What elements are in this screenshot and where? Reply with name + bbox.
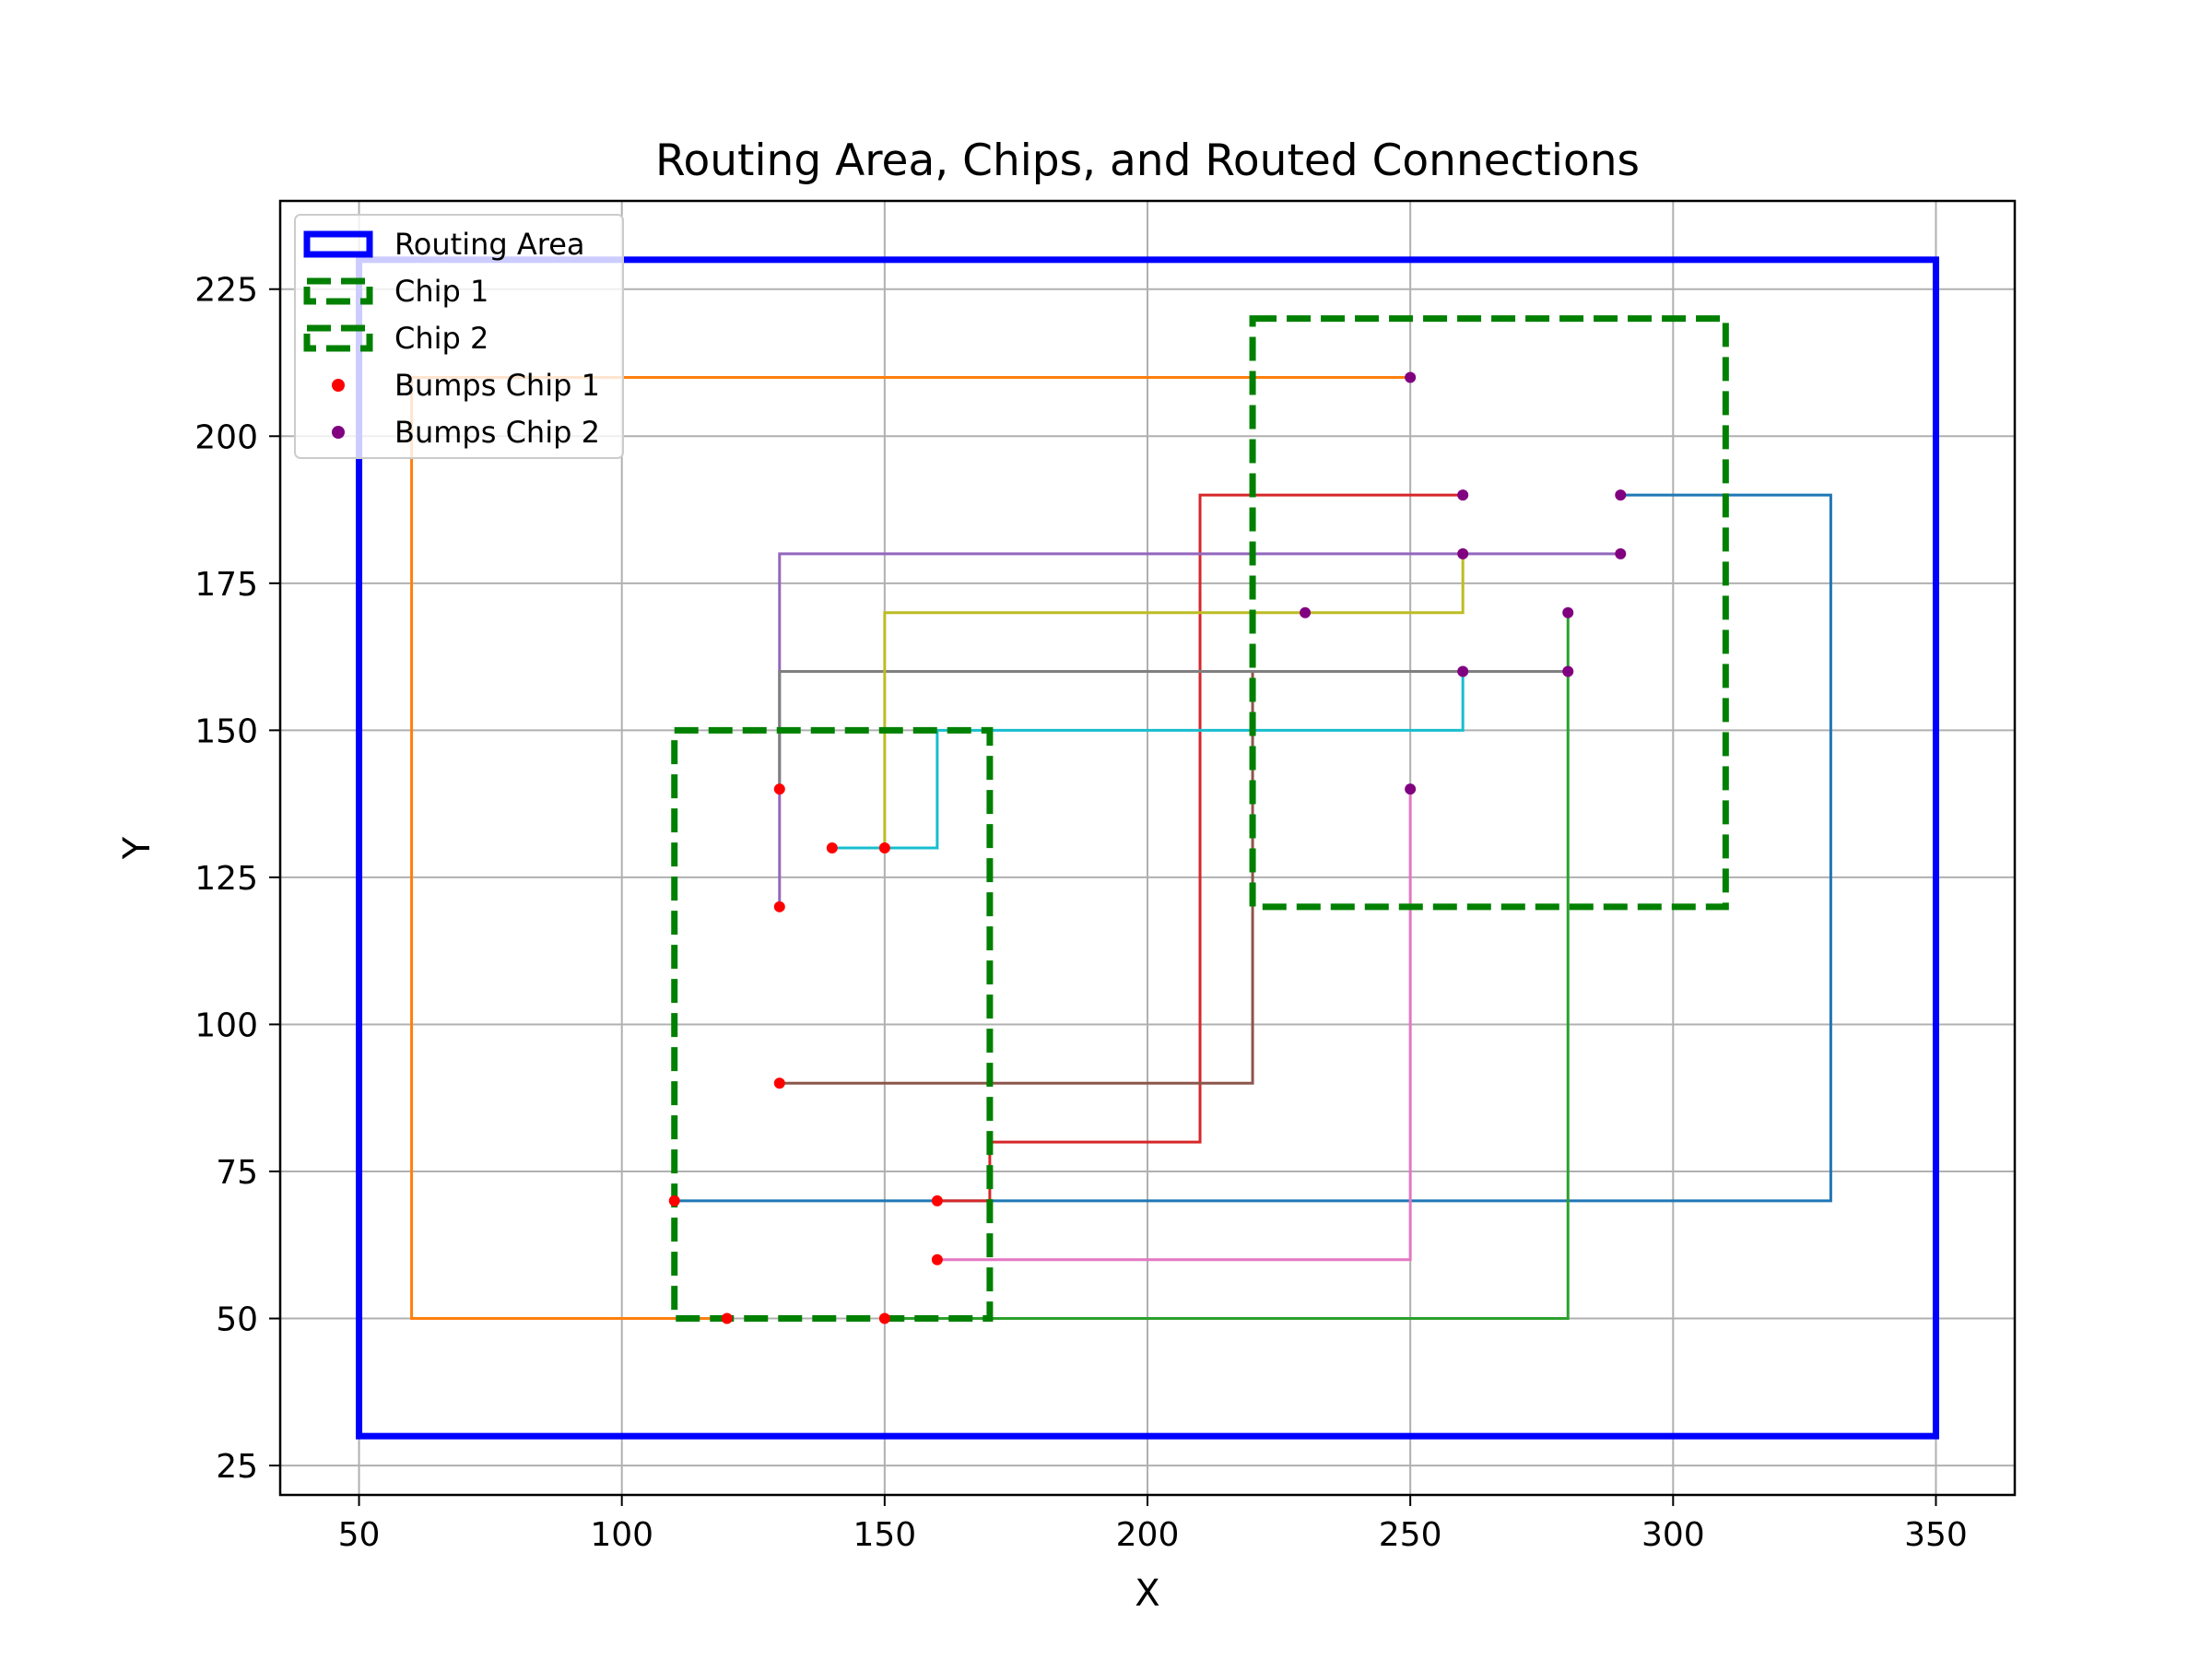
- x-tick-label: 350: [1904, 1516, 1968, 1554]
- y-tick-label: 100: [194, 1006, 258, 1044]
- x-axis-ticks: 50 100 150 200 250 300 350: [338, 1495, 1968, 1554]
- chip-1-rect: [671, 726, 994, 1323]
- bump-chip1-point: [721, 1312, 733, 1324]
- bump-chip2-point: [1562, 665, 1574, 677]
- y-tick-label: 125: [194, 860, 258, 898]
- bump-chip1-point: [668, 1194, 680, 1206]
- route-line-10: [831, 671, 1465, 850]
- y-tick-label: 50: [216, 1301, 258, 1339]
- x-tick-label: 50: [338, 1516, 381, 1554]
- bump-chip2-point: [1300, 606, 1312, 618]
- y-axis-ticks: 25 50 75 100 125 150 175 200 225: [194, 272, 280, 1486]
- route-line-8: [778, 670, 1569, 790]
- legend-marker-4: [332, 379, 345, 392]
- route-line-6: [779, 671, 1254, 1085]
- bump-chip1-point: [773, 783, 785, 795]
- legend-swatch-2: [303, 277, 373, 305]
- bump-chip2-point: [1615, 489, 1627, 501]
- legend-label-2: Chip 1: [394, 274, 488, 309]
- plot-area: [356, 256, 1939, 1440]
- routing-area-rect: [356, 256, 1939, 1440]
- chart-title: Routing Area, Chips, and Routed Connecti…: [655, 135, 1640, 186]
- bump-chip1-point: [826, 842, 838, 853]
- bump-chip2-point: [1615, 547, 1627, 559]
- y-tick-label: 200: [194, 418, 258, 456]
- legend-label-1: Routing Area: [394, 227, 585, 262]
- legend-label-3: Chip 2: [394, 321, 488, 356]
- bump-chip1-point: [878, 1312, 890, 1324]
- chip-2-rect: [1249, 315, 1729, 911]
- x-tick-label: 250: [1379, 1516, 1442, 1554]
- bump-chip1-point: [931, 1253, 943, 1265]
- legend-label-5: Bumps Chip 2: [394, 415, 600, 450]
- x-tick-label: 200: [1116, 1516, 1180, 1554]
- y-tick-label: 25: [216, 1448, 258, 1486]
- bump-chip1-point: [773, 900, 785, 912]
- bump-chip2-point: [1457, 489, 1469, 501]
- y-tick-label: 175: [194, 566, 258, 604]
- y-tick-label: 150: [194, 712, 258, 750]
- bump-chip1-point: [878, 842, 890, 853]
- legend-swatch-3: [303, 324, 373, 352]
- bump-chip2-point: [1405, 783, 1417, 795]
- y-tick-label: 75: [216, 1154, 258, 1192]
- y-tick-label: 225: [194, 272, 258, 310]
- route-line-3: [884, 612, 1570, 1321]
- bump-chip2-point: [1405, 371, 1417, 383]
- bump-chip1-point: [773, 1077, 785, 1089]
- bump-chip2-point: [1457, 547, 1469, 559]
- x-axis-label: X: [1135, 1572, 1159, 1615]
- legend: Routing Area Chip 1 Chip 2 Bumps Chip 1 Bump…: [294, 214, 624, 459]
- legend-marker-5: [332, 426, 345, 439]
- route-line-7: [936, 789, 1412, 1262]
- route-line-4: [936, 493, 1464, 1203]
- x-tick-label: 150: [853, 1516, 916, 1554]
- bump-chip1-point: [931, 1194, 943, 1206]
- bump-chip2-point: [1562, 606, 1574, 618]
- bump-chip2-point: [1457, 665, 1469, 677]
- legend-box: [294, 214, 624, 459]
- route-line-2: [410, 375, 1411, 1321]
- x-tick-label: 100: [590, 1516, 653, 1554]
- legend-label-4: Bumps Chip 1: [394, 368, 600, 403]
- y-axis-label: Y: [116, 836, 159, 860]
- x-tick-label: 300: [1641, 1516, 1705, 1554]
- legend-swatch-1: [303, 230, 373, 258]
